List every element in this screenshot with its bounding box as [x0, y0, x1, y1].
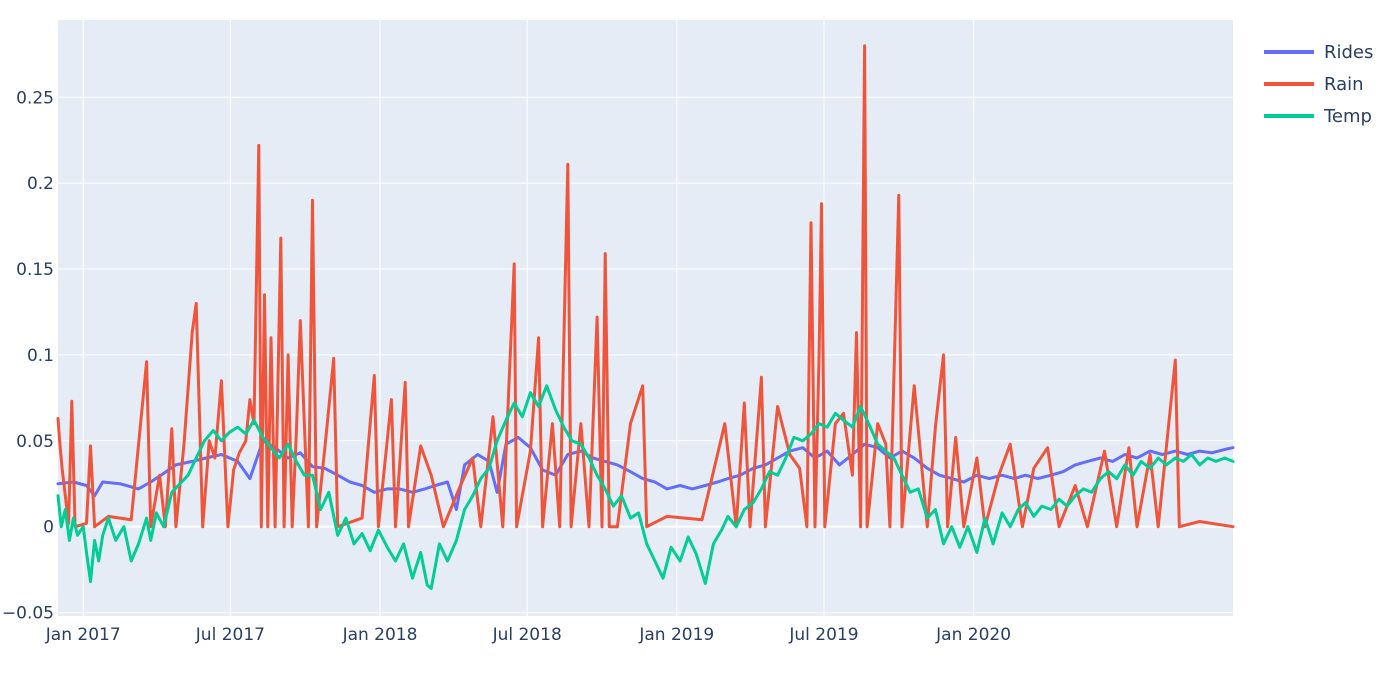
legend-item-rain[interactable]: Rain [1264, 74, 1364, 95]
x-tick-label: Jan 2017 [45, 625, 121, 645]
series-line-temp[interactable] [56, 384, 1235, 590]
y-axis-ticks: −0.05 0 0.05 0.1 0.15 0.2 0.25 [2, 88, 54, 623]
legend-label: Rides [1324, 42, 1373, 63]
x-axis-ticks: Jan 2017 Jul 2017 Jan 2018 Jul 2018 Jan 2019… [45, 625, 1011, 645]
y-tick-label: 0.25 [16, 88, 54, 108]
y-tick-label: −0.05 [2, 604, 54, 624]
y-tick-label: 0.15 [16, 260, 54, 280]
y-tick-label: 0.2 [27, 174, 54, 194]
x-tick-label: Jul 2017 [195, 625, 265, 645]
series-lines [56, 44, 1235, 590]
y-tick-label: 0.05 [16, 432, 54, 452]
x-tick-label: Jul 2019 [788, 625, 858, 645]
series-line-rain[interactable] [56, 44, 1235, 529]
legend-item-rides[interactable]: Rides [1264, 42, 1373, 63]
x-tick-label: Jan 2019 [638, 625, 714, 645]
x-tick-label: Jan 2018 [342, 625, 418, 645]
legend-label: Rain [1324, 74, 1364, 95]
legend[interactable]: Rides Rain Temp [1264, 42, 1373, 127]
legend-label: Temp [1323, 106, 1372, 127]
y-tick-label: 0 [43, 518, 54, 538]
x-tick-label: Jan 2020 [935, 625, 1011, 645]
y-tick-label: 0.1 [27, 346, 54, 366]
x-tick-label: Jul 2018 [492, 625, 562, 645]
legend-item-temp[interactable]: Temp [1264, 106, 1372, 127]
